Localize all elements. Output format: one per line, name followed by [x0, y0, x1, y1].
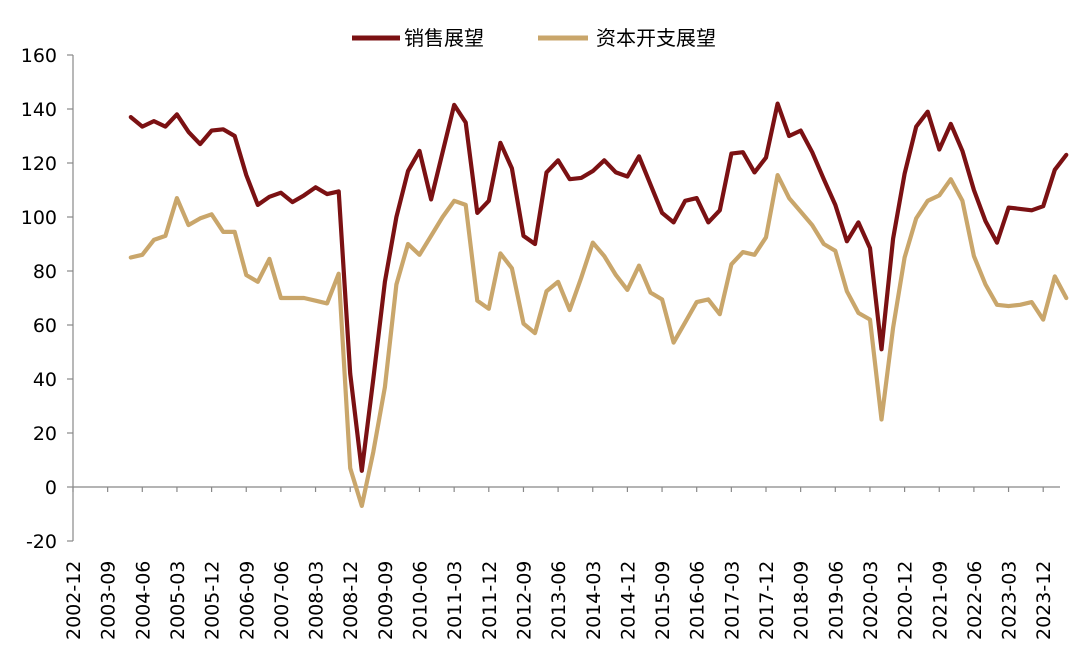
x-tick-label: 2002-12	[63, 561, 85, 640]
x-tick-label: 2009-09	[375, 561, 397, 640]
x-tick-label: 2019-06	[825, 561, 847, 640]
x-tick-label: 2018-09	[791, 561, 813, 640]
x-tick-label: 2005-03	[167, 561, 189, 640]
series-lines	[128, 101, 1069, 508]
x-tick-label: 2015-09	[652, 561, 674, 640]
x-tick-label: 2017-03	[721, 561, 743, 640]
x-tick-label: 2011-03	[444, 561, 466, 640]
axes	[72, 55, 1060, 541]
x-tick-label: 2020-03	[860, 561, 882, 640]
y-tick-label: 60	[33, 315, 57, 337]
y-tick-label: 160	[21, 45, 57, 67]
x-tick-label: 2005-12	[202, 561, 224, 640]
x-tick-label: 2023-03	[999, 561, 1021, 640]
legend-label-capex: 资本开支展望	[596, 26, 716, 50]
x-tick-label: 2014-12	[617, 561, 639, 640]
y-tick-label: -20	[26, 531, 57, 553]
x-tick-label: 2008-12	[340, 561, 362, 640]
y-tick-label: 100	[21, 207, 57, 229]
x-tick-label: 2017-12	[756, 561, 778, 640]
x-tick-label: 2003-09	[98, 561, 120, 640]
x-tick-label: 2016-06	[687, 561, 709, 640]
x-tick-label: 2014-03	[583, 561, 605, 640]
y-tick-label: 120	[21, 153, 57, 175]
series-line-sales	[128, 101, 1069, 473]
x-tick-label: 2007-06	[271, 561, 293, 640]
y-tick-label: 0	[45, 477, 57, 499]
x-tick-label: 2010-06	[410, 561, 432, 640]
x-tick-label: 2008-03	[306, 561, 328, 640]
series-line-capex	[128, 173, 1069, 508]
x-tick-label: 2022-06	[964, 561, 986, 640]
x-tick-label: 2023-12	[1033, 561, 1055, 640]
y-axis-ticks: -20 0 20 40 60 80 100 120 140 160	[21, 45, 73, 553]
x-tick-label: 2012-09	[513, 561, 535, 640]
x-tick-label: 2006-09	[236, 561, 258, 640]
x-tick-label: 2011-12	[479, 561, 501, 640]
y-tick-label: 80	[33, 261, 57, 283]
y-tick-label: 20	[33, 423, 57, 445]
x-axis-ticks: 2002-12 2003-09 2004-06 2005-03 2005-12 2006-…	[63, 487, 1055, 640]
x-tick-label: 2013-06	[548, 561, 570, 640]
legend: 销售展望 资本开支展望	[352, 26, 716, 50]
y-tick-label: 40	[33, 369, 57, 391]
x-tick-label: 2021-09	[929, 561, 951, 640]
legend-label-sales: 销售展望	[404, 26, 484, 50]
x-tick-label: 2020-12	[895, 561, 917, 640]
y-tick-label: 140	[21, 99, 57, 121]
x-tick-label: 2004-06	[132, 561, 154, 640]
